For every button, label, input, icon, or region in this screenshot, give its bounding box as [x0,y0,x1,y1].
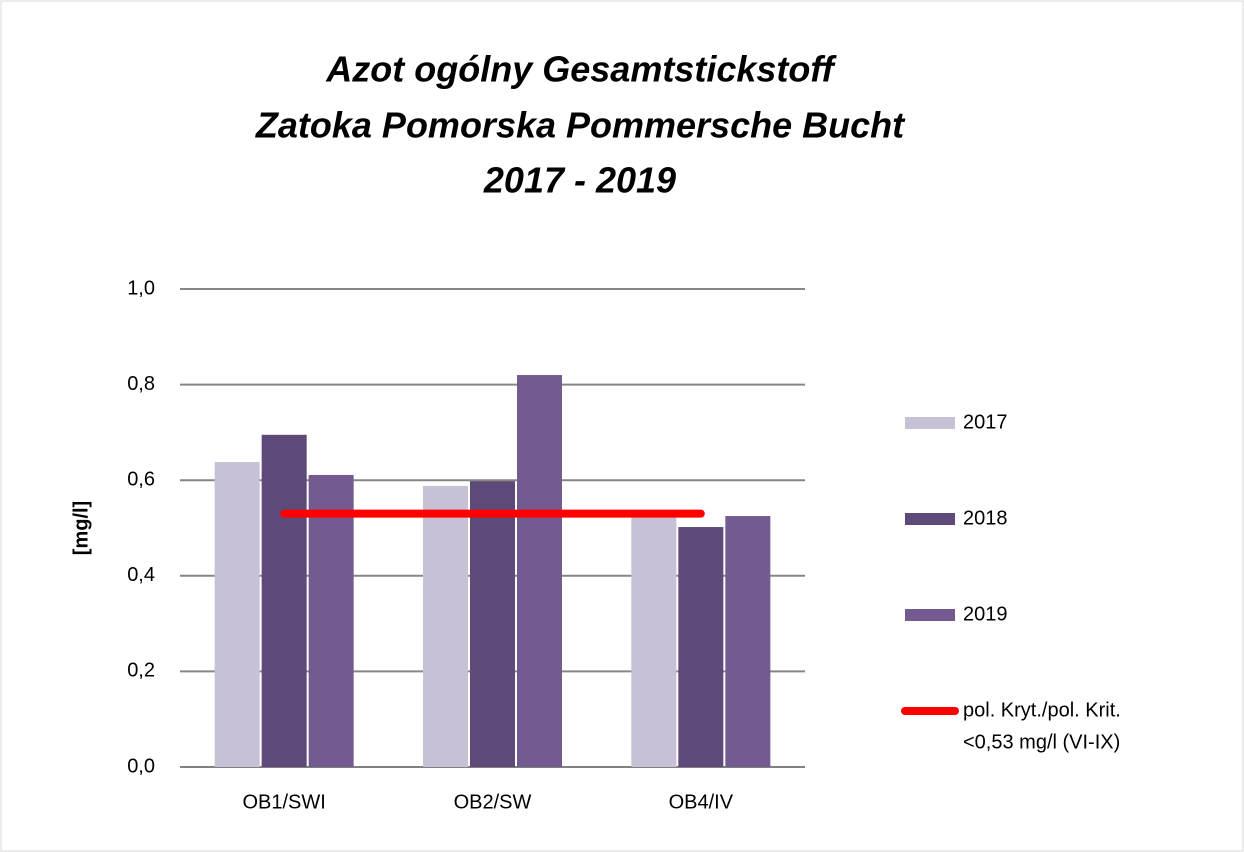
y-tick-label: 0,0 [127,755,155,777]
y-tick-label: 1,0 [127,277,155,299]
x-tick-label: OB1/SWI [242,791,325,813]
bar [261,434,307,767]
legend-swatch [905,513,955,525]
bar [214,462,260,767]
y-axis-label: [mg/l] [70,501,92,555]
x-tick-label: OB4/IV [669,791,734,813]
legend-label: 2017 [963,411,1008,433]
bar [308,474,354,767]
y-tick-label: 0,8 [127,373,155,395]
legend-label: <0,53 mg/l (VI-IX) [963,731,1120,753]
legend-label: 2018 [963,507,1008,529]
chart-title: Azot ogólny Gesamtstickstoff [325,49,836,90]
x-tick-label: OB2/SW [454,791,532,813]
bar [517,375,562,767]
y-tick-label: 0,2 [127,660,155,682]
bar [423,485,468,767]
bar [678,527,724,767]
legend-swatch [905,609,955,621]
y-tick-label: 0,6 [127,468,155,490]
y-tick-label: 0,4 [127,564,155,586]
bar [470,481,515,767]
chart-title: Zatoka Pomorska Pommersche Bucht [255,105,906,146]
legend-label: pol. Kryt./pol. Krit. [963,699,1121,721]
legend-label: 2019 [963,603,1008,625]
bar [725,516,771,767]
legend-swatch [905,417,955,429]
chart-title: 2017 - 2019 [483,160,676,201]
bar [631,513,677,767]
